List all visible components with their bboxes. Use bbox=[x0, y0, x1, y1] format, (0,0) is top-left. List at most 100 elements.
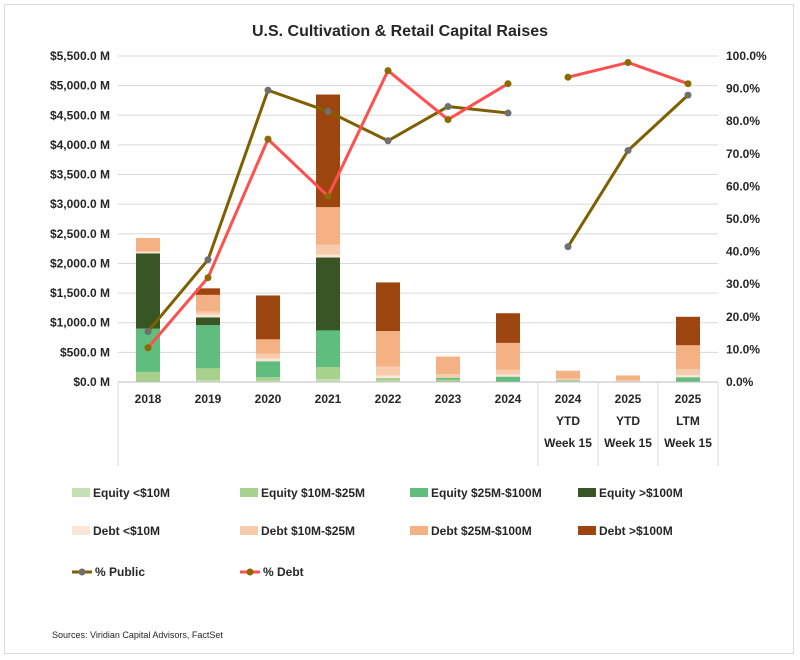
bar-segment bbox=[676, 368, 700, 375]
bar-segment bbox=[556, 380, 580, 381]
y-right-tick: 60.0% bbox=[726, 179, 760, 193]
legend-label: Debt $10M-$25M bbox=[261, 524, 355, 538]
y-left-tick: $0.0 M bbox=[73, 375, 110, 389]
bar-segment bbox=[256, 295, 280, 340]
line-point bbox=[324, 192, 332, 200]
bar-segment bbox=[196, 380, 220, 382]
bar-segment bbox=[136, 253, 160, 329]
line-point bbox=[564, 243, 572, 251]
x-tick-label: 2023 bbox=[435, 392, 462, 406]
y-left-tick: $3,000.0 M bbox=[50, 197, 110, 211]
bar-segment bbox=[136, 251, 160, 254]
bar-segment bbox=[676, 377, 700, 382]
x-tick-label: Week 15 bbox=[664, 436, 712, 450]
bar-segment bbox=[196, 317, 220, 326]
x-tick-label: 2024 bbox=[495, 392, 522, 406]
y-right-tick: 100.0% bbox=[726, 49, 767, 63]
chart-title: U.S. Cultivation & Retail Capital Raises bbox=[252, 23, 548, 40]
legend-swatch bbox=[240, 526, 258, 535]
legend-label: Equity >$100M bbox=[599, 486, 683, 500]
legend-label: Equity $10M-$25M bbox=[261, 486, 365, 500]
bar-segment bbox=[316, 330, 340, 368]
bar-segment bbox=[556, 380, 580, 382]
y-left-tick: $2,000.0 M bbox=[50, 256, 110, 270]
source-note: Sources: Viridian Capital Advisors, Fact… bbox=[52, 630, 223, 640]
bar-segment bbox=[496, 374, 520, 377]
x-tick-label: 2024 bbox=[555, 392, 582, 406]
bar-segment bbox=[196, 314, 220, 318]
bar-segment bbox=[556, 370, 580, 379]
y-left-tick: $5,000.0 M bbox=[50, 79, 110, 93]
legend-swatch bbox=[72, 488, 90, 497]
bar-segment bbox=[496, 376, 520, 382]
y-right-tick: 80.0% bbox=[726, 114, 760, 128]
line-point bbox=[504, 109, 512, 117]
bar-segment bbox=[436, 374, 460, 378]
legend-label: Debt >$100M bbox=[599, 524, 673, 538]
line-point bbox=[264, 86, 272, 94]
legend-label: % Debt bbox=[263, 565, 304, 579]
legend-swatch bbox=[578, 526, 596, 535]
bar-segment bbox=[196, 311, 220, 315]
bar-segment bbox=[136, 371, 160, 382]
y-left-tick: $4,000.0 M bbox=[50, 138, 110, 152]
bar-segment bbox=[556, 378, 580, 381]
bar-segment bbox=[496, 369, 520, 375]
bar-segment bbox=[316, 254, 340, 258]
bar-segment bbox=[376, 331, 400, 367]
bar-segment bbox=[196, 368, 220, 381]
bar-segment bbox=[376, 366, 400, 376]
legend-marker bbox=[246, 568, 254, 576]
x-tick-label: 2018 bbox=[135, 392, 162, 406]
y-left-tick: $3,500.0 M bbox=[50, 168, 110, 182]
bar-segment bbox=[256, 361, 280, 378]
line-point bbox=[684, 80, 692, 88]
x-tick-label: 2022 bbox=[375, 392, 402, 406]
y-left-tick: $2,500.0 M bbox=[50, 227, 110, 241]
legend-label: Debt $25M-$100M bbox=[431, 524, 532, 538]
bar-segment bbox=[376, 377, 400, 381]
x-tick-label: 2025 bbox=[615, 392, 642, 406]
bar-segment bbox=[316, 367, 340, 380]
y-right-tick: 50.0% bbox=[726, 212, 760, 226]
bar-segment bbox=[256, 358, 280, 362]
bar-segment bbox=[256, 353, 280, 359]
bar-segment bbox=[196, 325, 220, 369]
legend-swatch bbox=[578, 488, 596, 497]
bar-segment bbox=[376, 282, 400, 332]
line-point bbox=[144, 344, 152, 352]
line-point bbox=[264, 135, 272, 143]
y-right-tick: 10.0% bbox=[726, 342, 760, 356]
bar-segment bbox=[196, 288, 220, 295]
legend-swatch bbox=[410, 526, 428, 535]
legend-label: Equity <$10M bbox=[93, 486, 170, 500]
y-right-tick: 90.0% bbox=[726, 82, 760, 96]
bar-segment bbox=[676, 345, 700, 369]
legend-label: Debt <$10M bbox=[93, 524, 160, 538]
y-right-tick: 30.0% bbox=[726, 277, 760, 291]
line-point bbox=[444, 103, 452, 111]
y-right-tick: 40.0% bbox=[726, 245, 760, 259]
y-left-tick: $5,500.0 M bbox=[50, 49, 110, 63]
x-tick-label: YTD bbox=[556, 414, 580, 428]
line-point bbox=[684, 91, 692, 99]
line-point bbox=[384, 67, 392, 75]
line-point bbox=[624, 147, 632, 155]
bar-segment bbox=[256, 339, 280, 354]
bar-segment bbox=[256, 377, 280, 381]
bar-segment bbox=[676, 316, 700, 346]
x-tick-label: Week 15 bbox=[544, 436, 592, 450]
x-tick-label: 2020 bbox=[255, 392, 282, 406]
bar-segment bbox=[376, 380, 400, 382]
bar-segment bbox=[496, 342, 520, 370]
series-line bbox=[566, 94, 690, 248]
x-tick-label: 2019 bbox=[195, 392, 222, 406]
line-point bbox=[204, 256, 212, 264]
bar-segment bbox=[316, 244, 340, 255]
bar-segment bbox=[196, 294, 220, 312]
bar-segment bbox=[376, 375, 400, 378]
x-tick-label: Week 15 bbox=[604, 436, 652, 450]
line-point bbox=[564, 73, 572, 81]
bar-segment bbox=[676, 374, 700, 378]
y-left-tick: $1,500.0 M bbox=[50, 286, 110, 300]
